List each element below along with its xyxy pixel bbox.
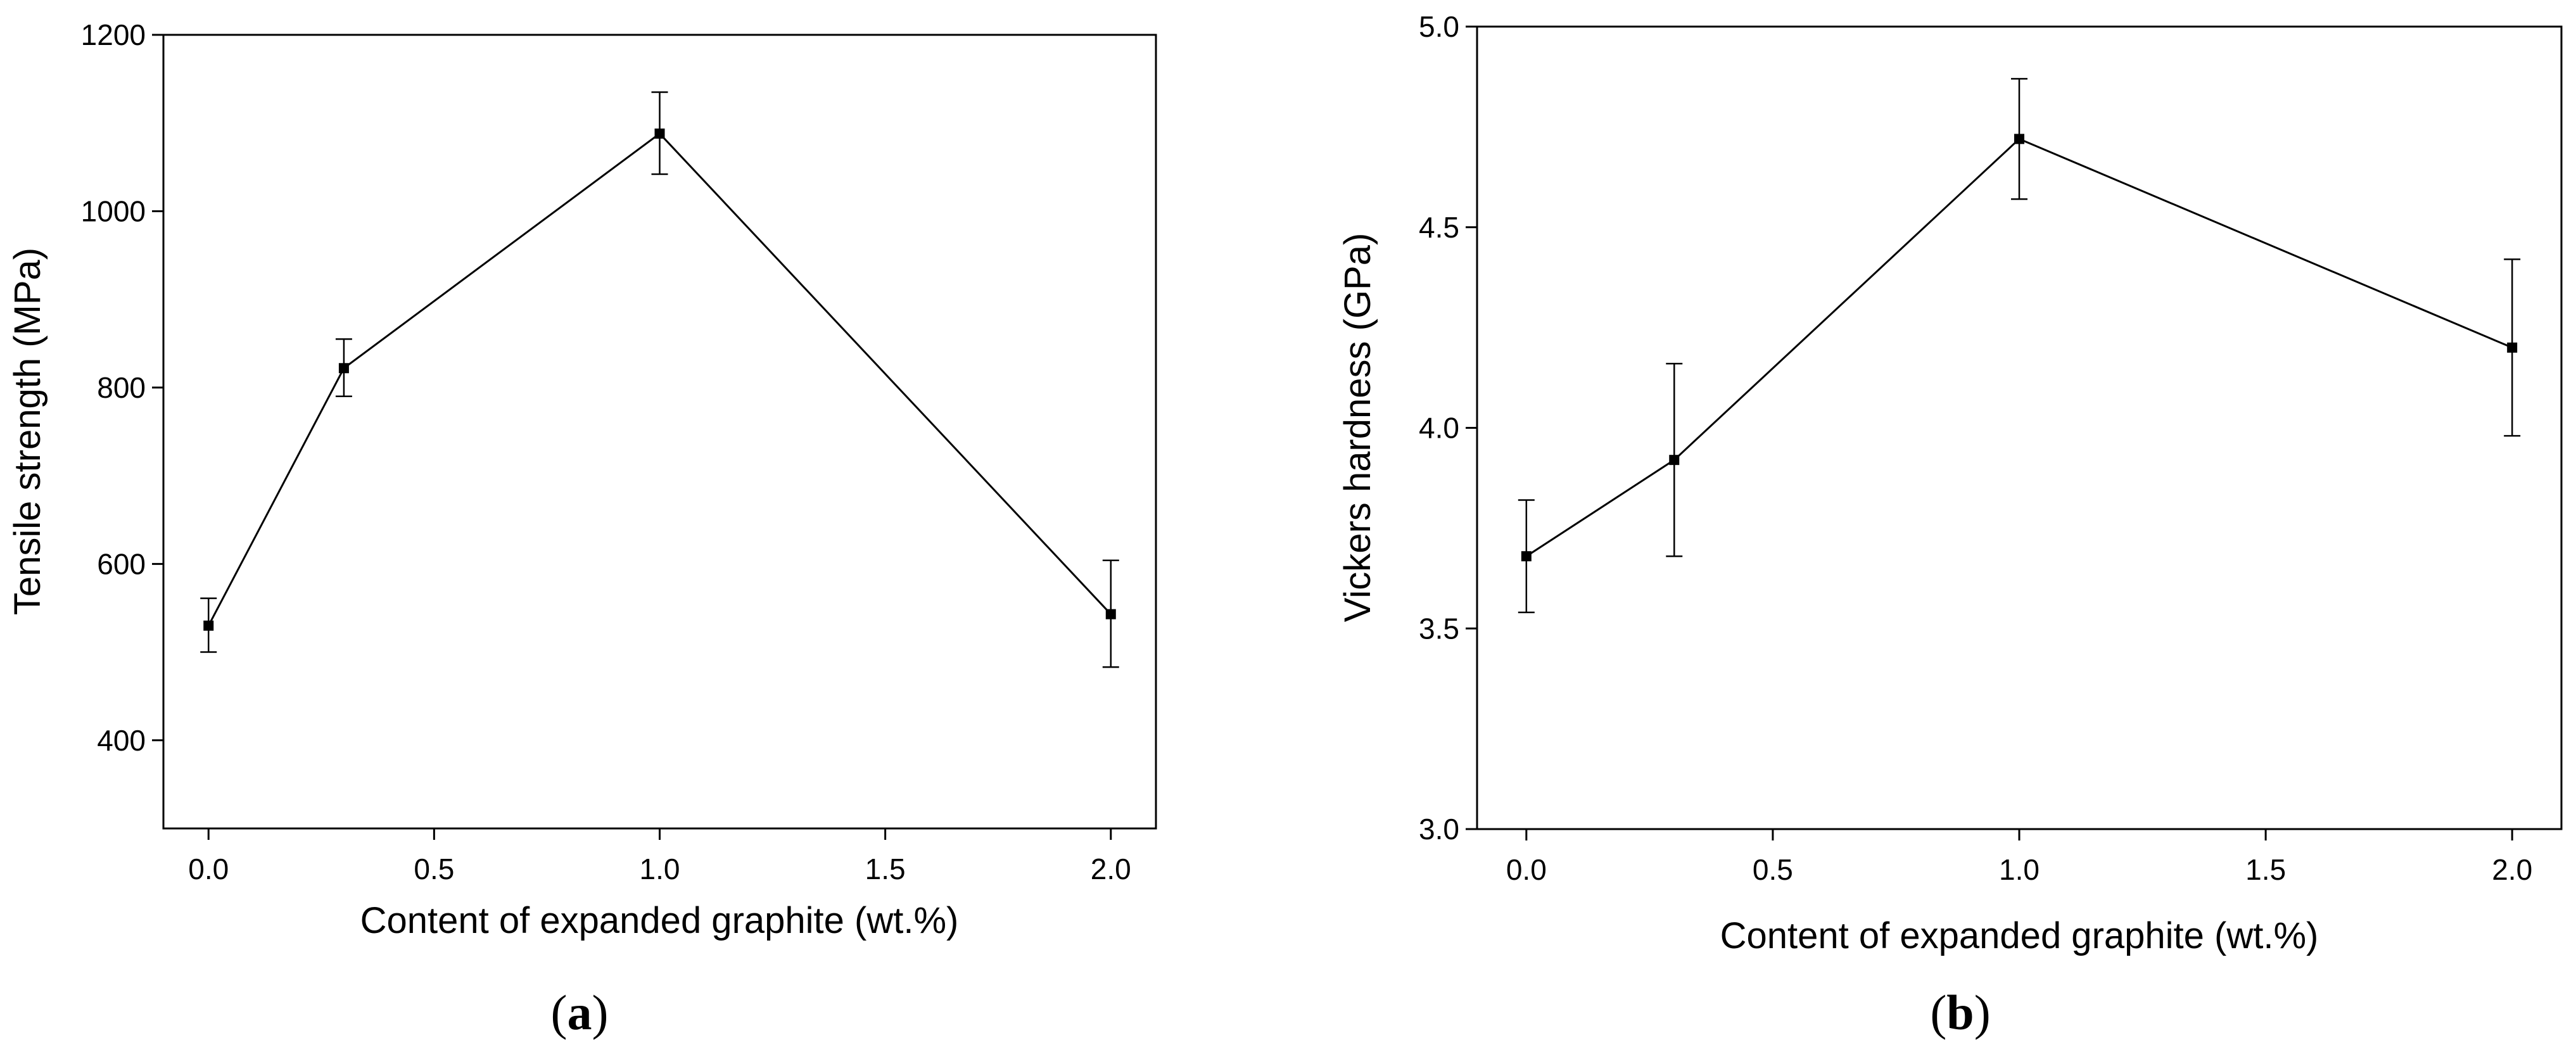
y-tick-label: 1000 — [81, 194, 146, 227]
panel-a-tensile-strength: 0.0 0.5 1.0 1.5 2.0 400 600 800 1000 1200 Conten… — [7, 18, 1157, 1040]
y-tick-label: 3.0 — [1419, 813, 1459, 846]
data-point — [1521, 551, 1532, 562]
x-tick-label: 1.5 — [2245, 853, 2286, 886]
data-point — [338, 363, 349, 374]
x-tick-label: 0.5 — [414, 853, 454, 885]
data-point — [1105, 609, 1116, 619]
y-axis-title: Tensile strength (MPa) — [7, 248, 48, 615]
y-axis-title: Vickers hardness (GPa) — [1337, 233, 1378, 623]
panel-label-open: ( — [551, 985, 568, 1040]
series-line — [207, 132, 1112, 626]
series — [200, 91, 1119, 668]
data-point — [2507, 342, 2518, 353]
data-point — [2014, 134, 2024, 144]
y-tick-label: 4.5 — [1419, 211, 1459, 244]
x-axis-title: Content of expanded graphite (wt.%) — [360, 900, 959, 941]
y-tick-label: 800 — [97, 371, 146, 404]
panel-label-close: ) — [1974, 985, 1991, 1040]
x-tick-label: 1.5 — [865, 853, 906, 885]
panel-label-letter: b — [1946, 985, 1974, 1040]
x-tick-label: 0.0 — [188, 853, 229, 885]
x-ticks: 0.0 0.5 1.0 1.5 2.0 — [188, 828, 1131, 885]
y-tick-label: 5.0 — [1419, 10, 1459, 43]
panel-b-vickers-hardness: 0.0 0.5 1.0 1.5 2.0 3.0 3.5 4.0 4.5 5.0 Content … — [1337, 10, 2563, 1040]
panel-label-open: ( — [1930, 985, 1946, 1040]
x-tick-label: 2.0 — [1091, 853, 1131, 885]
y-tick-label: 4.0 — [1419, 412, 1459, 445]
x-axis-title: Content of expanded graphite (wt.%) — [1720, 915, 2319, 956]
y-ticks: 400 600 800 1000 1200 — [81, 18, 163, 757]
series — [1518, 78, 2521, 614]
y-tick-label: 1200 — [81, 18, 146, 51]
data-point — [1669, 455, 1680, 466]
data-point — [654, 128, 665, 139]
panel-label-close: ) — [592, 985, 609, 1040]
y-tick-label: 600 — [97, 547, 146, 580]
series-line — [1525, 137, 2513, 557]
data-point — [203, 620, 214, 631]
y-tick-label: 3.5 — [1419, 612, 1459, 645]
x-tick-label: 0.5 — [1753, 853, 1793, 886]
x-tick-label: 0.0 — [1506, 853, 1547, 886]
y-ticks: 3.0 3.5 4.0 4.5 5.0 — [1419, 10, 1477, 846]
y-tick-label: 400 — [97, 724, 146, 757]
panel-label-letter: a — [568, 985, 592, 1040]
x-tick-label: 2.0 — [2492, 853, 2532, 886]
panel-label: (b) — [1930, 985, 1990, 1040]
panel-label: (a) — [551, 985, 609, 1040]
x-ticks: 0.0 0.5 1.0 1.5 2.0 — [1506, 829, 2532, 886]
x-tick-label: 1.0 — [640, 853, 680, 885]
x-tick-label: 1.0 — [1999, 853, 2040, 886]
